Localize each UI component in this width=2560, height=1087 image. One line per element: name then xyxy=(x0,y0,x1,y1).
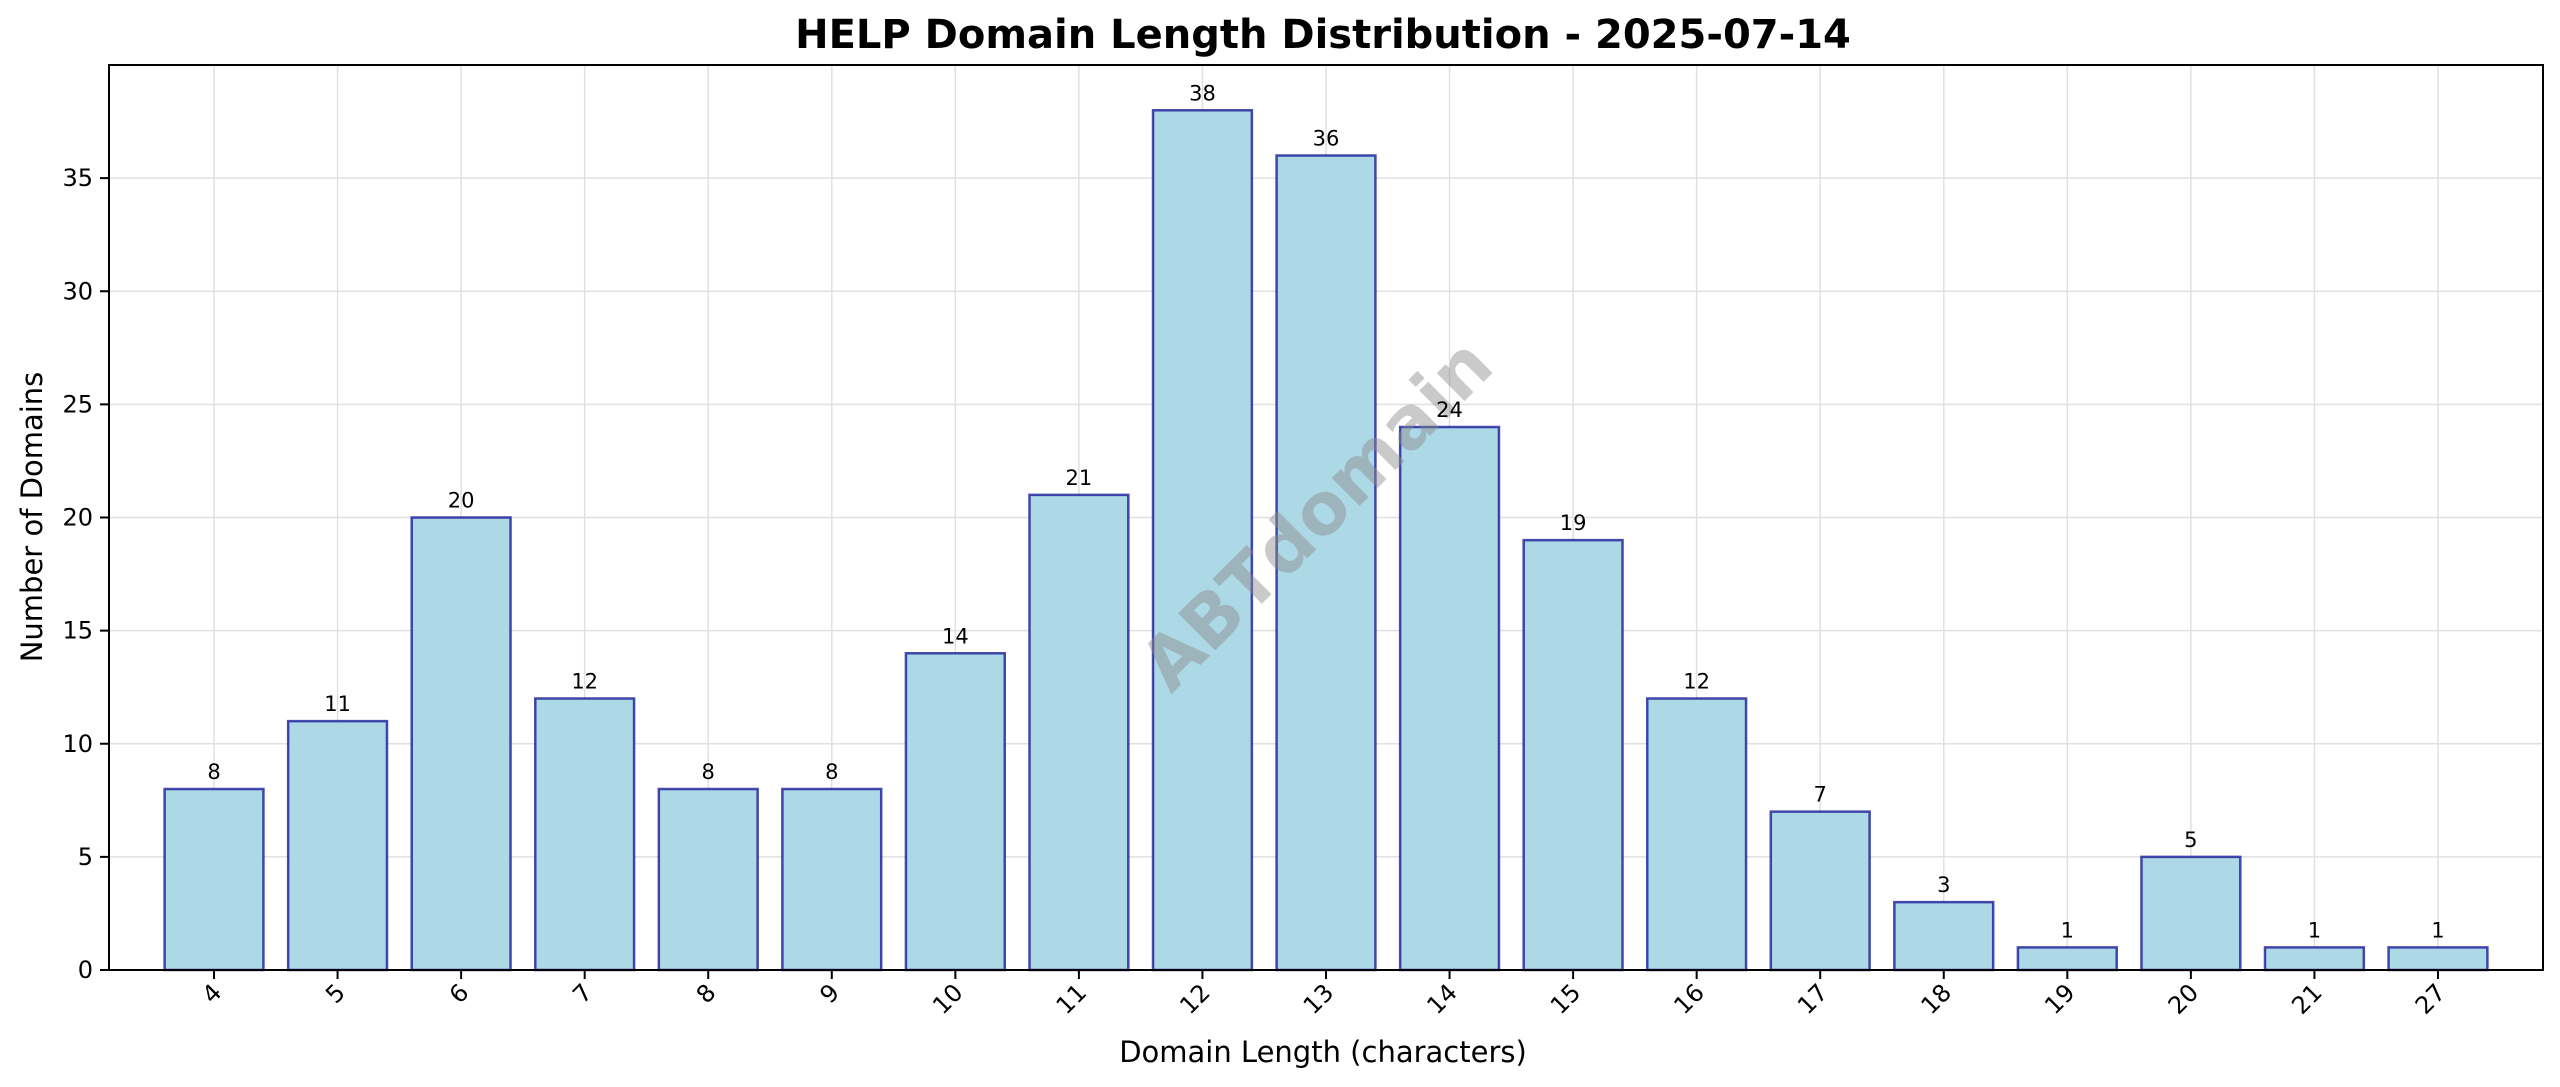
bar-value-label: 5 xyxy=(2184,828,2197,852)
bar-value-label: 1 xyxy=(2431,918,2444,942)
bar-value-label: 3 xyxy=(1937,873,1950,897)
y-tick-label: 30 xyxy=(62,277,93,305)
y-tick-label: 20 xyxy=(62,504,93,532)
y-tick-label: 35 xyxy=(62,164,93,192)
bar-value-label: 24 xyxy=(1436,398,1463,422)
bar-value-label: 1 xyxy=(2308,918,2321,942)
bars xyxy=(163,109,2489,972)
bar-value-label: 8 xyxy=(702,760,715,784)
bar xyxy=(1893,900,1995,972)
bar xyxy=(163,787,265,972)
y-tick-label: 5 xyxy=(78,843,93,871)
y-axis-label: Number of Domains xyxy=(15,372,49,663)
bar xyxy=(781,787,883,972)
bar xyxy=(2387,946,2489,972)
bar xyxy=(1522,538,1624,972)
bar-value-label: 7 xyxy=(1814,783,1827,807)
bar-value-label: 8 xyxy=(825,760,838,784)
bar-value-label: 12 xyxy=(1683,670,1710,694)
bar-value-label: 38 xyxy=(1189,81,1216,105)
bar-value-label: 14 xyxy=(942,624,969,648)
chart-title: HELP Domain Length Distribution - 2025-0… xyxy=(795,12,1851,58)
bar-value-label: 1 xyxy=(2061,918,2074,942)
bar xyxy=(410,516,512,972)
bar xyxy=(2263,946,2366,972)
bar xyxy=(534,697,636,972)
y-axis-ticks: 0 5 10 15 20 25 30 35 xyxy=(62,164,109,984)
bar xyxy=(657,787,759,972)
bar xyxy=(1028,493,1130,972)
bar-value-label: 19 xyxy=(1560,511,1587,535)
bar-value-label: 36 xyxy=(1313,127,1340,151)
y-tick-label: 0 xyxy=(78,956,93,984)
bar-value-label: 21 xyxy=(1066,466,1093,490)
bar xyxy=(286,719,389,972)
bar xyxy=(2140,855,2242,972)
y-tick-label: 10 xyxy=(62,730,93,758)
bar xyxy=(1151,109,1254,972)
bar xyxy=(2016,946,2118,972)
bar xyxy=(1398,425,1501,972)
bar xyxy=(1645,697,1748,972)
bar xyxy=(1275,154,1377,972)
bar xyxy=(1769,810,1871,972)
bar-value-label: 8 xyxy=(207,760,220,784)
y-tick-label: 25 xyxy=(62,390,93,418)
bar-value-label: 11 xyxy=(324,692,351,716)
x-axis-label: Domain Length (characters) xyxy=(1119,1035,1527,1069)
y-tick-label: 15 xyxy=(62,617,93,645)
bar-value-label: 20 xyxy=(448,489,475,513)
bar-value-label: 12 xyxy=(571,670,598,694)
bar xyxy=(904,652,1007,972)
